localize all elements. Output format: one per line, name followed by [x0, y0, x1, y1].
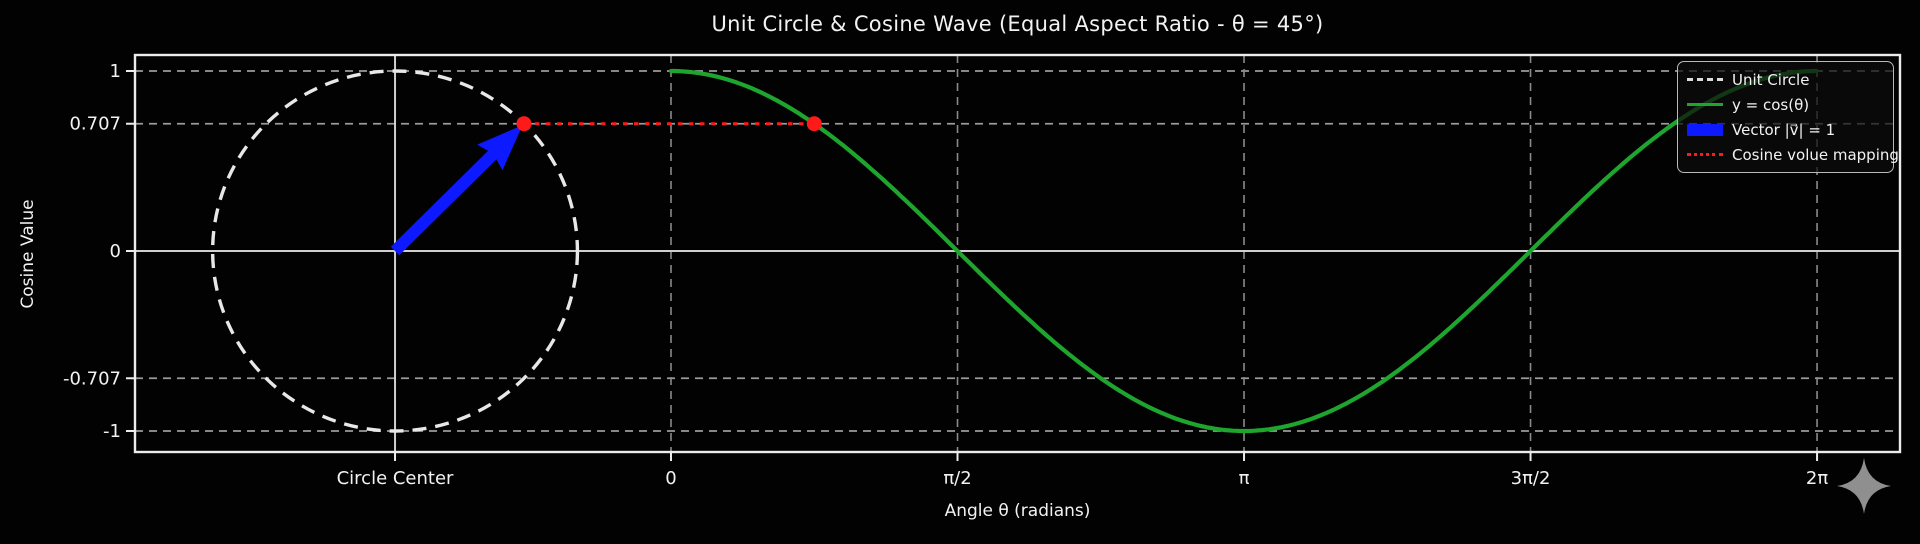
y-tick-label: 0 — [110, 241, 121, 262]
unit-circle — [210, 69, 580, 433]
x-tick-label: 0 — [665, 468, 676, 489]
legend-sample-dotted-line — [1687, 153, 1723, 156]
legend-sample-patch — [1687, 123, 1723, 136]
point-marker — [806, 116, 822, 132]
legend-label: Vector |v⃗| = 1 — [1732, 120, 1836, 139]
vector-arrow-head — [477, 125, 523, 171]
y-tick-label: -1 — [103, 421, 121, 442]
legend-sample-solid-line — [1687, 103, 1723, 106]
legend-label: Unit Circle — [1732, 70, 1810, 89]
y-axis-label: Cosine Value — [18, 199, 38, 309]
legend-sample-dashed-line — [1687, 78, 1723, 81]
legend-label: y = cos(θ) — [1732, 95, 1810, 114]
legend-row: Unit Circle — [1687, 68, 1883, 92]
x-tick-label: 2π — [1806, 468, 1828, 489]
x-tick-label: 3π/2 — [1511, 468, 1551, 489]
y-tick-label: 0.707 — [69, 114, 121, 135]
x-tick-label: π/2 — [943, 468, 971, 489]
legend-label: Cosine volue mapping — [1732, 145, 1899, 164]
cosine-curve — [668, 68, 1819, 434]
y-tick-label: 1 — [110, 61, 121, 82]
legend: Unit Circle y = cos(θ) Vector |v⃗| = 1 Cosi… — [1677, 61, 1899, 173]
legend-row: y = cos(θ) — [1687, 93, 1883, 117]
plot-frame — [133, 53, 1902, 454]
chart-title: Unit Circle & Cosine Wave (Equal Aspect … — [711, 12, 1324, 36]
x-tick-label: Circle Center — [337, 468, 454, 489]
point-marker — [516, 116, 532, 132]
legend-row: Vector |v⃗| = 1 — [1687, 118, 1883, 142]
x-axis-label: Angle θ (radians) — [944, 501, 1091, 521]
legend-row: Cosine volue mapping — [1687, 143, 1899, 167]
sparkle-watermark-icon — [1837, 458, 1891, 514]
x-tick-label: π — [1239, 468, 1250, 489]
vector-arrow-body — [390, 148, 499, 256]
y-tick-label: -0.707 — [63, 368, 121, 389]
